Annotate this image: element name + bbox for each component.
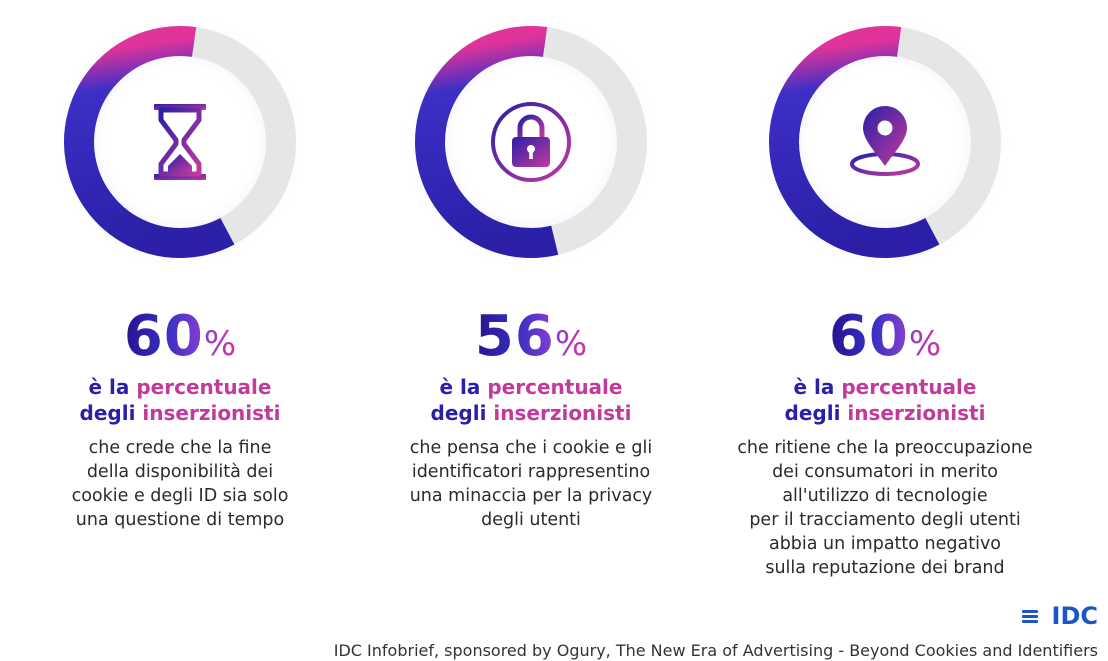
- hourglass-icon: [154, 104, 206, 180]
- location-pin-icon: [850, 106, 920, 176]
- headline-part: degli: [430, 401, 494, 425]
- description-line: dei consumatori in merito: [772, 462, 998, 482]
- description-line: cookie e degli ID sia solo: [71, 486, 289, 506]
- stat-number: 56: [474, 304, 555, 369]
- source-citation: IDC Infobrief, sponsored by Ogury, The N…: [333, 641, 1098, 660]
- percent-sign: %: [554, 324, 588, 364]
- headline-part: è la: [793, 375, 842, 399]
- description-line: degli utenti: [481, 510, 581, 530]
- stat-card-2: 56% è la percentuale degli inserzionisti…: [356, 0, 706, 600]
- donut-ring-3: [755, 12, 1015, 272]
- description-line: abbia un impatto negativo: [768, 534, 1002, 554]
- stat-description-3: che ritiene che la preoccupazione dei co…: [710, 436, 1060, 580]
- stat-value-3: 60%: [710, 304, 1060, 369]
- stat-description-1: che crede che la fine della disponibilit…: [5, 436, 355, 532]
- donut-ring-1: [50, 12, 310, 272]
- description-line: una questione di tempo: [75, 510, 285, 530]
- donut-arc-3: [769, 26, 940, 258]
- donut-arc-1: [64, 26, 235, 258]
- description-line: sulla reputazione dei brand: [765, 558, 1005, 578]
- headline-part: percentuale: [487, 375, 623, 399]
- idc-logo-text: IDC: [1051, 602, 1098, 630]
- percent-sign: %: [203, 324, 237, 364]
- stat-description-2: che pensa che i cookie e gli identificat…: [356, 436, 706, 532]
- description-line: identificatori rappresentino: [411, 462, 651, 482]
- stat-card-1: 60% è la percentuale degli inserzionisti…: [5, 0, 355, 600]
- description-line: per il tracciamento degli utenti: [749, 510, 1021, 530]
- headline-part: degli: [784, 401, 848, 425]
- description-line: che pensa che i cookie e gli: [409, 438, 653, 458]
- stat-headline-2: è la percentuale degli inserzionisti: [356, 374, 706, 426]
- description-line: della disponibilità dei: [86, 462, 274, 482]
- stat-headline-1: è la percentuale degli inserzionisti: [5, 374, 355, 426]
- stat-card-3: 60% è la percentuale degli inserzionisti…: [710, 0, 1060, 600]
- headline-part: degli: [79, 401, 143, 425]
- description-line: all'utilizzo di tecnologie: [782, 486, 988, 506]
- headline-part: è la: [88, 375, 137, 399]
- stat-number: 60: [828, 304, 909, 369]
- percent-sign: %: [908, 324, 942, 364]
- stat-value-2: 56%: [356, 304, 706, 369]
- stat-headline-3: è la percentuale degli inserzionisti: [710, 374, 1060, 426]
- description-line: che ritiene che la preoccupazione: [737, 438, 1033, 458]
- headline-part: percentuale: [136, 375, 272, 399]
- headline-part: inserzionisti: [142, 401, 281, 425]
- headline-part: percentuale: [841, 375, 977, 399]
- donut-arc-2: [415, 26, 559, 258]
- headline-part: inserzionisti: [847, 401, 986, 425]
- stat-value-1: 60%: [5, 304, 355, 369]
- headline-part: è la: [439, 375, 488, 399]
- idc-logo-mark: [1022, 610, 1038, 628]
- description-line: che crede che la fine: [88, 438, 272, 458]
- lock-icon: [491, 102, 571, 182]
- idc-logo: IDC: [1022, 602, 1098, 632]
- description-line: una minaccia per la privacy: [409, 486, 653, 506]
- headline-part: inserzionisti: [493, 401, 632, 425]
- stat-number: 60: [123, 304, 204, 369]
- donut-ring-2: [401, 12, 661, 272]
